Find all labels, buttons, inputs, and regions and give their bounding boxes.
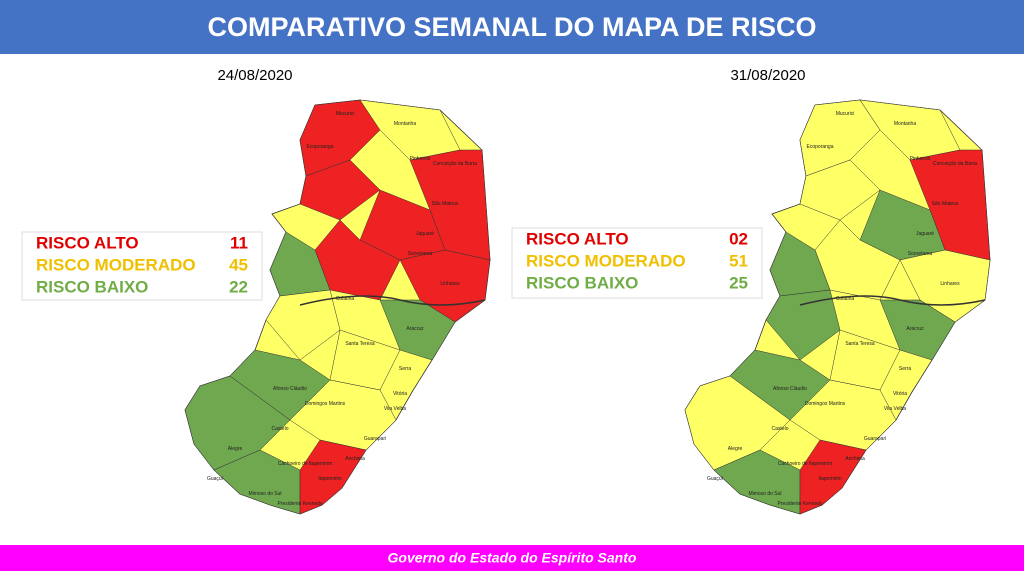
municipality-label: Guaçuí	[707, 476, 724, 482]
municipality-label: Guarapari	[364, 436, 386, 442]
municipality-label: Vitória	[393, 391, 407, 397]
river	[799, 295, 986, 306]
municipality-label: Afonso Cláudio	[773, 386, 807, 392]
municipality-label: Conceição da Barra	[933, 161, 977, 167]
footer: Governo do Estado do Espírito Santo	[388, 550, 637, 566]
municipality-label: Serra	[899, 366, 911, 372]
municipality-label: Aracruz	[906, 326, 924, 332]
legend-label: RISCO ALTO	[526, 229, 629, 248]
municipality-label: Jaguaré	[416, 231, 434, 237]
municipality-label: Cachoeiro de Itapemirim	[278, 461, 332, 467]
municipality-label: Ecoporanga	[307, 144, 334, 150]
municipality-label: Afonso Cláudio	[273, 386, 307, 392]
state-map: Mucurici Montanha Ecoporanga PinheirosConce…	[184, 99, 491, 515]
municipality-label: Itapemirim	[318, 476, 341, 482]
legend-count: 22	[229, 277, 248, 296]
river	[299, 295, 486, 306]
municipality-label: Santa Teresa	[845, 341, 875, 347]
municipality-label: Alegre	[728, 446, 743, 452]
municipality	[379, 299, 456, 361]
title-bar	[0, 0, 1024, 54]
date: 24/08/2020	[217, 67, 292, 84]
municipality-label: Mucurici	[336, 111, 355, 117]
municipality-label: Castelo	[272, 426, 289, 432]
legend-count: 25	[729, 273, 748, 292]
municipality-label: Cachoeiro de Itapemirim	[778, 461, 832, 467]
maps: 24/08/2020 Mucurici Montanha Ecoporanga Pinh…	[21, 67, 991, 515]
state-map: Mucurici Montanha Ecoporanga PinheirosConce…	[684, 99, 991, 515]
municipality-label: Conceição da Barra	[433, 161, 477, 167]
municipality-label: Presidente Kennedy	[277, 501, 323, 507]
municipality-label: Montanha	[394, 121, 416, 127]
legend-label: RISCO BAIXO	[526, 273, 638, 292]
legend-count: 45	[229, 255, 248, 274]
municipality-label: Alegre	[228, 446, 243, 452]
municipality-label: Vila Velha	[884, 406, 906, 412]
municipality-label: Presidente Kennedy	[777, 501, 823, 507]
municipality-label: Linhares	[940, 281, 960, 287]
municipality-label: Pinheiros	[410, 156, 431, 162]
municipality-label: Colatina	[336, 296, 355, 302]
municipality	[684, 375, 791, 471]
legend-label: RISCO ALTO	[36, 233, 139, 252]
municipality-label: Linhares	[440, 281, 460, 287]
municipality	[299, 439, 367, 515]
municipality-label: Pinheiros	[910, 156, 931, 162]
legend-label: RISCO MODERADO	[526, 251, 686, 270]
municipality-label: Montanha	[894, 121, 916, 127]
municipality-label: Itapemirim	[818, 476, 841, 482]
legend-count: 51	[729, 251, 748, 270]
municipality-label: Vila Velha	[384, 406, 406, 412]
municipality-label: Jaguaré	[916, 231, 934, 237]
municipality	[265, 289, 341, 361]
municipality-label: Guarapari	[864, 436, 886, 442]
municipality	[765, 289, 841, 361]
municipality-label: Colatina	[836, 296, 855, 302]
municipality-label: São Mateus	[932, 201, 959, 207]
legend-count: 11	[230, 233, 248, 252]
municipality-label: Castelo	[772, 426, 789, 432]
municipality	[799, 439, 867, 515]
municipality	[299, 159, 381, 221]
municipality	[879, 299, 956, 361]
legend-box	[21, 231, 263, 301]
legend-box	[511, 227, 763, 299]
municipality-label: São Mateus	[432, 201, 459, 207]
municipality-label: Ecoporanga	[807, 144, 834, 150]
legend-count: 02	[729, 229, 748, 248]
date: 31/08/2020	[730, 67, 805, 84]
municipality-label: Guaçuí	[207, 476, 224, 482]
municipality-label: Mimoso do Sul	[748, 491, 781, 497]
legend-label: RISCO MODERADO	[36, 255, 196, 274]
municipality-label: Mucurici	[836, 111, 855, 117]
municipality-label: Anchieta	[845, 456, 865, 462]
footer-bar	[0, 545, 1024, 571]
municipality-label: Domingos Martins	[305, 401, 346, 407]
municipality-label: Aracruz	[406, 326, 424, 332]
municipality-label: Mimoso do Sul	[248, 491, 281, 497]
municipality	[799, 159, 881, 221]
municipality-label: Santa Teresa	[345, 341, 375, 347]
municipality-label: Sooretama	[908, 251, 933, 257]
municipality-label: Domingos Martins	[805, 401, 846, 407]
legend-label: RISCO BAIXO	[36, 277, 148, 296]
municipality-label: Serra	[399, 366, 411, 372]
municipality-label: Anchieta	[345, 456, 365, 462]
municipality	[184, 375, 291, 471]
municipality-label: Vitória	[893, 391, 907, 397]
municipality-label: Sooretama	[408, 251, 433, 257]
title: COMPARATIVO SEMANAL DO MAPA DE RISCO	[207, 12, 816, 42]
